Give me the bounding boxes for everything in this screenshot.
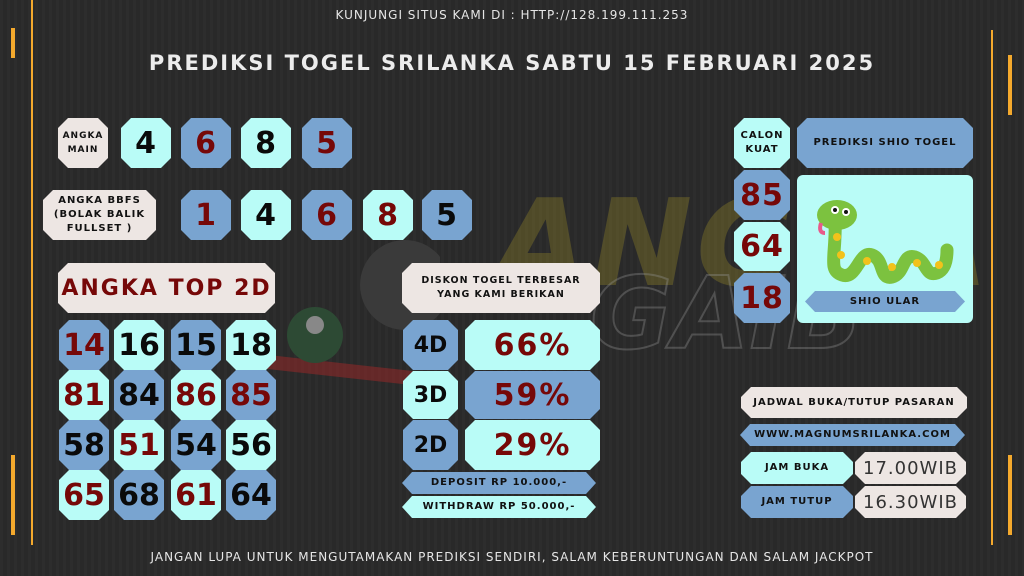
decor-bracket [1008,55,1012,115]
label-line: KUAT [745,144,779,155]
label-line: MAIN [67,145,99,155]
decor-bracket [991,30,993,545]
diskon-value: 29% [465,420,600,470]
jadwal-title: JADWAL BUKA/TUTUP PASARAN [741,387,967,418]
top2d-number: 64 [226,470,276,520]
angka-main-digit: 6 [181,118,231,168]
bbfs-digit: 8 [363,190,413,240]
diskon-value: 66% [465,320,600,370]
page-title: PREDIKSI TOGEL SRILANKA SABTU 15 FEBRUAR… [148,51,876,75]
top2d-number: 54 [171,420,221,470]
top2d-number: 14 [59,320,109,370]
diskon-game: 2D [403,420,458,470]
angka-main-digit: 5 [302,118,352,168]
snake-icon [817,200,954,284]
withdraw-info: WITHDRAW RP 50.000,- [402,496,596,518]
top2d-number: 18 [226,320,276,370]
jam-buka-label: JAM BUKA [741,452,853,484]
angka-main-label: ANGKA MAIN [58,118,108,168]
shio-header: PREDIKSI SHIO TOGEL [797,118,973,168]
jam-tutup-label: JAM TUTUP [741,486,853,518]
top2d-number: 68 [114,470,164,520]
label-line: FULLSET ) [66,223,133,234]
top2d-number: 65 [59,470,109,520]
decor-bracket [11,455,15,535]
calon-kuat-number: 18 [734,273,790,323]
top2d-number: 58 [59,420,109,470]
footer-text: JANGAN LUPA UNTUK MENGUTAMAKAN PREDIKSI … [150,550,874,564]
top2d-number: 15 [171,320,221,370]
angka-bbfs-label: ANGKA BBFS (BOLAK BALIK FULLSET ) [43,190,156,240]
decor-bracket [31,0,33,545]
top2d-number: 85 [226,370,276,420]
bbfs-digit: 4 [241,190,291,240]
top2d-number: 86 [171,370,221,420]
decor-bracket [1008,455,1012,535]
label-line: YANG KAMI BERIKAN [437,289,565,300]
top2d-number: 61 [171,470,221,520]
site-notice: KUNJUNGI SITUS KAMI DI : HTTP://128.199.… [335,8,689,22]
angka-main-digit: 4 [121,118,171,168]
label-line: (BOLAK BALIK [53,209,146,220]
top2d-label: ANGKA TOP 2D [58,263,275,313]
shio-panel: SHIO ULAR [797,175,973,323]
calon-kuat-number: 64 [734,222,790,271]
jam-buka-value: 17.00WIB [855,452,966,484]
angka-main-digit: 8 [241,118,291,168]
jam-tutup-value: 16.30WIB [855,486,966,518]
top2d-number: 84 [114,370,164,420]
website-link[interactable]: WWW.MAGNUMSRILANKA.COM [740,424,965,446]
top2d-number: 81 [59,370,109,420]
calon-kuat-label: CALON KUAT [734,118,790,168]
top2d-number: 51 [114,420,164,470]
bbfs-digit: 5 [422,190,472,240]
label-line: ANGKA BBFS [58,195,141,206]
diskon-value: 59% [465,371,600,419]
bbfs-digit: 6 [302,190,352,240]
deposit-info: DEPOSIT RP 10.000,- [402,472,596,494]
diskon-label: DISKON TOGEL TERBESAR YANG KAMI BERIKAN [402,263,600,313]
label-line: ANGKA [62,131,104,141]
calon-kuat-number: 85 [734,170,790,220]
label-line: CALON [740,130,784,141]
top2d-number: 16 [114,320,164,370]
label-line: DISKON TOGEL TERBESAR [421,275,581,286]
decor-bracket [11,28,15,58]
top2d-number: 56 [226,420,276,470]
diskon-game: 4D [403,320,458,370]
diskon-game: 3D [403,371,458,419]
bbfs-digit: 1 [181,190,231,240]
shio-name: SHIO ULAR [805,291,965,312]
